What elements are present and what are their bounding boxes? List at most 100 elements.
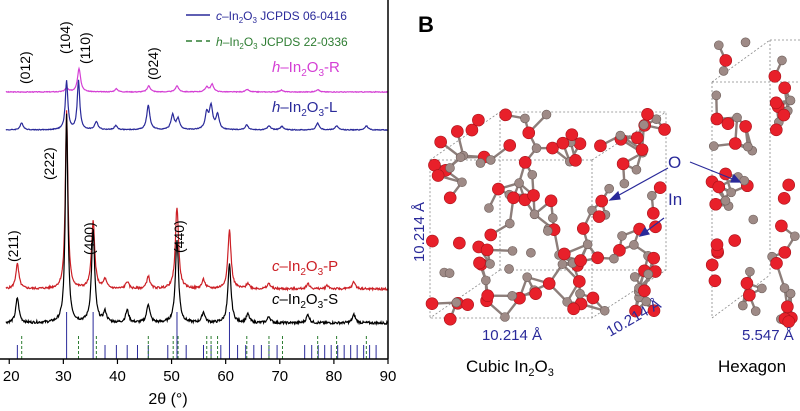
oxygen-atom (507, 191, 520, 205)
oxygen-atom (710, 112, 724, 126)
oxygen-atom (499, 108, 512, 122)
indium-atom (720, 195, 731, 206)
indium-atom (609, 253, 619, 264)
indium-atom (520, 113, 530, 124)
oxygen-atom (434, 135, 447, 149)
oxygen-atom (522, 126, 536, 140)
indium-atom (444, 268, 455, 279)
indium-atom (475, 158, 486, 168)
oxygen-atom (503, 139, 517, 152)
oxygen-atom (567, 302, 580, 316)
oxygen-atom (586, 291, 600, 305)
indium-atom (451, 297, 462, 308)
x-axis-label: 2θ (°) (148, 391, 187, 408)
oxygen-atom (782, 315, 796, 328)
oxygen-atom (529, 287, 542, 300)
oxygen-atom (546, 141, 559, 155)
oxygen-atom (781, 300, 794, 314)
x-tick-label: 50 (163, 368, 180, 385)
dimension-bottom: 10.214 Å (482, 327, 542, 344)
legend: c–In2O3 JCPDS 06-0416 h–In2O3 JCPDS 22-0… (186, 9, 348, 51)
oxygen-atom (705, 258, 719, 272)
indium-atom (548, 213, 558, 223)
oxygen-atom (565, 128, 579, 141)
x-tick-label: 20 (3, 368, 20, 385)
oxygen-atom (518, 156, 532, 169)
x-ticks: 20 30 40 50 60 70 80 90 (3, 359, 396, 385)
reference-sticks (16, 312, 377, 359)
peak-annotation: (024) (145, 47, 161, 80)
indium-atom (457, 177, 467, 188)
oxygen-atom (465, 123, 479, 137)
series-labels: h–In2O3-R h–In2O3-L c–In2O3-P c–In2O3-S (272, 59, 340, 311)
oxygen-atom (451, 125, 464, 138)
indium-atom (505, 218, 515, 229)
oxygen-atom (431, 169, 445, 182)
indium-atom (445, 163, 455, 173)
indium-atom (542, 226, 553, 236)
indium-atom (738, 300, 748, 311)
indium-atom (531, 143, 542, 154)
series-line-4 (5, 113, 389, 326)
oxygen-atom (638, 284, 651, 298)
panel-b: B O In (411, 12, 800, 379)
oxygen-atom (777, 192, 791, 205)
dimension-vertical: 10.214 Å (411, 202, 428, 262)
series-label-4: c–In2O3-S (272, 291, 338, 311)
oxygen-atom (708, 274, 722, 288)
caption-cubic: Cubic In2O3 (466, 357, 554, 379)
peak-annotation: (104) (57, 21, 73, 54)
oxygen-atom (527, 189, 540, 202)
indium-atom (522, 272, 532, 282)
oxygen-atom (658, 123, 671, 136)
oxygen-atom (443, 191, 457, 205)
oxygen-atom (480, 243, 494, 257)
indium-atom (504, 264, 514, 274)
series-line-2 (5, 79, 388, 132)
series-lines (5, 66, 389, 326)
indium-atom (647, 190, 657, 201)
oxygen-atom (573, 275, 586, 288)
oxygen-atom (728, 234, 742, 247)
label-oxygen: O (668, 153, 681, 172)
oxygen-atom (592, 210, 606, 223)
indium-atom (743, 141, 753, 152)
indium-atom (526, 247, 536, 258)
indium-atom (619, 178, 630, 189)
peak-annotation: (211) (5, 230, 21, 262)
indium-atom (529, 209, 540, 220)
oxygen-atom (613, 244, 626, 257)
indium-atom (507, 246, 518, 256)
oxygen-atom (743, 288, 756, 302)
indium-atom (726, 187, 736, 198)
caption-hexagonal: Hexagon (718, 357, 786, 376)
indium-atom (713, 40, 724, 51)
indium-atom (507, 291, 518, 301)
indium-atom (485, 155, 496, 165)
hexagonal-crystal-structure (705, 37, 800, 328)
oxygen-atom (712, 180, 726, 194)
indium-atom (750, 306, 761, 316)
cubic-crystal-structure (425, 107, 671, 326)
indium-atom (639, 120, 649, 130)
indium-atom (641, 296, 652, 307)
panel-letter-b: B (418, 12, 434, 37)
indium-atom (631, 164, 642, 175)
oxygen-atom (443, 312, 457, 326)
oxygen-atom (775, 219, 788, 233)
indium-atom (629, 272, 640, 282)
indium-atom (732, 112, 742, 123)
indium-atom (541, 109, 552, 120)
indium-atom (718, 66, 729, 76)
indium-atom (500, 312, 510, 322)
indium-atom (711, 90, 722, 101)
oxygen-atom (556, 136, 570, 150)
indium-atom (582, 239, 593, 250)
oxygen-atom (461, 298, 474, 311)
indium-atom (629, 240, 639, 250)
peak-annotation: (110) (77, 32, 93, 64)
dimension-hexagonal: 5.547 Å (742, 327, 794, 344)
indium-atom (790, 231, 800, 242)
indium-atom (785, 288, 796, 299)
